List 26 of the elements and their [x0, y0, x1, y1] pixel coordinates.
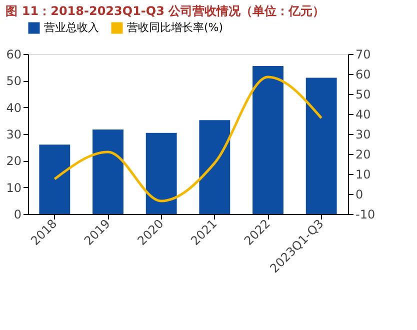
line-series: [53, 76, 323, 202]
y2-tick-label: 20: [356, 148, 371, 162]
y2-tick-label: 40: [356, 108, 371, 122]
y2-tick-label: 50: [356, 88, 371, 102]
bar: [39, 144, 70, 214]
bar: [306, 78, 337, 214]
bar: [252, 66, 284, 214]
bar: [92, 129, 124, 214]
bar: [199, 120, 230, 214]
chart-title: 图 11：2018-2023Q1-Q3 公司营收情况（单位：亿元）: [6, 4, 325, 18]
legend-label: 营业总收入: [44, 21, 99, 34]
y2-tick-label: -10: [356, 208, 376, 222]
y2-tick-label: 60: [356, 68, 371, 82]
legend-label: 营收同比增长率(%): [127, 21, 224, 34]
y-tick-label: 30: [6, 128, 22, 142]
y-tick-label: 10: [6, 180, 22, 195]
y-tick-label: 20: [6, 154, 22, 168]
y-tick-label: 0: [14, 208, 22, 222]
y2-tick-label: 10: [356, 168, 371, 182]
y2-tick-label: 30: [356, 128, 371, 142]
y2-tick-label: 70: [356, 48, 371, 62]
y-tick-label: 50: [6, 74, 22, 88]
y2-tick-label: 0: [356, 188, 364, 202]
y-tick-label: 40: [6, 100, 22, 115]
y-tick-label: 60: [6, 48, 22, 62]
bar: [146, 132, 177, 214]
